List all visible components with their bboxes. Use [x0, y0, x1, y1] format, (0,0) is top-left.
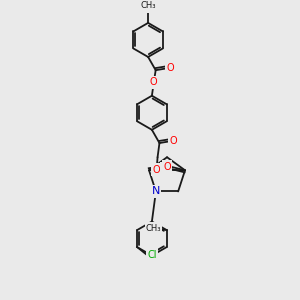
Text: O: O	[170, 136, 178, 146]
Text: O: O	[161, 164, 169, 173]
Text: CH₃: CH₃	[140, 2, 156, 10]
Text: Cl: Cl	[148, 250, 157, 260]
Text: CH₃: CH₃	[146, 224, 161, 233]
Text: O: O	[153, 164, 160, 175]
Text: N: N	[152, 186, 160, 197]
Text: O: O	[148, 223, 156, 233]
Text: O: O	[166, 63, 174, 73]
Text: O: O	[163, 161, 171, 172]
Text: O: O	[150, 77, 158, 88]
